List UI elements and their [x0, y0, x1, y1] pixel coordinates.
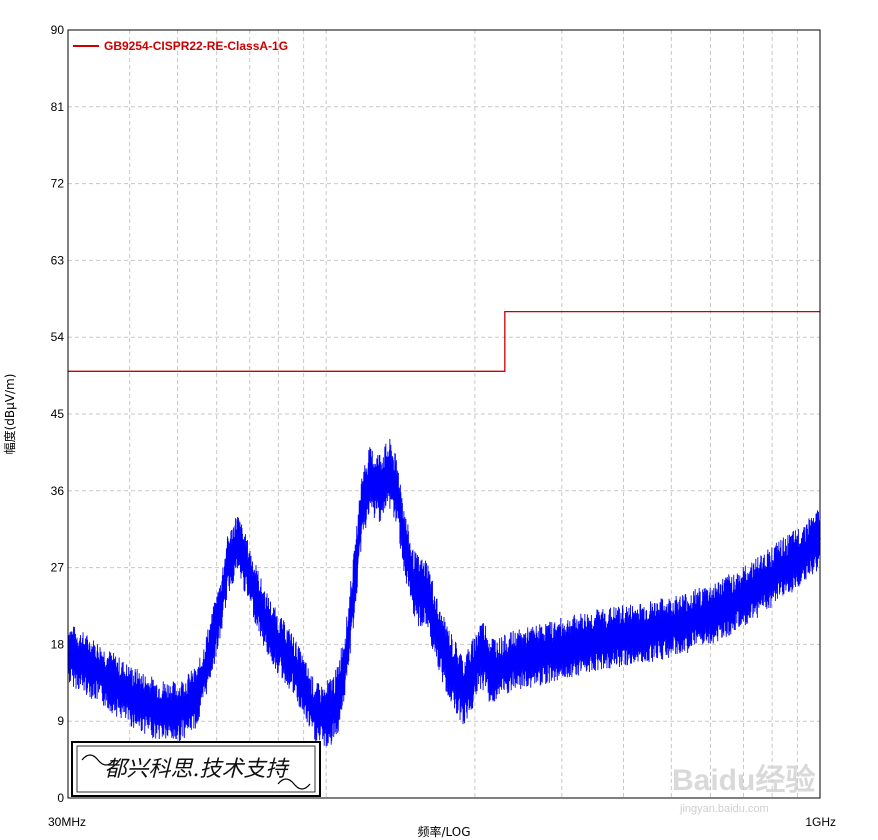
stamp-inner-frame — [76, 745, 316, 793]
y-tick-label: 9 — [57, 714, 64, 728]
measurement-envelope — [67, 470, 822, 719]
y-tick-label: 18 — [51, 637, 65, 651]
limit-line — [68, 310, 820, 372]
y-tick-label: 27 — [51, 561, 65, 575]
y-tick-label: 0 — [57, 791, 64, 805]
legend[interactable]: GB9254-CISPR22-RE-ClassA-1G — [73, 39, 288, 53]
y-axis-title: 幅度(dBµV/m) — [2, 374, 17, 455]
x-tick-label: 1GHz — [805, 815, 836, 829]
ornament-swirl-icon — [81, 754, 115, 766]
y-tick-label: 72 — [51, 177, 65, 191]
watermark: Baidu经验 jingyan.baidu.com — [672, 763, 815, 815]
x-axis-title: 频率/LOG — [417, 824, 470, 839]
legend-label-limit: GB9254-CISPR22-RE-ClassA-1G — [104, 39, 288, 53]
watermark-text: Baidu经验 — [672, 763, 815, 797]
y-tick-labels: 0 9 18 27 36 45 54 63 72 81 90 — [51, 23, 65, 805]
x-tick-label: 30MHz — [48, 815, 86, 829]
watermark-sub: jingyan.baidu.com — [679, 803, 769, 815]
y-tick-label: 45 — [51, 407, 65, 421]
y-tick-label: 36 — [51, 484, 65, 498]
y-tick-label: 63 — [51, 253, 65, 267]
x-tick-labels: 30MHz 1GHz — [48, 815, 836, 829]
y-tick-label: 54 — [51, 330, 65, 344]
y-tick-label: 90 — [51, 23, 65, 37]
stamp-text: 都兴科思.技术支持 — [105, 757, 290, 782]
y-tick-label: 81 — [51, 100, 65, 114]
measurement-trace — [67, 438, 821, 747]
stamp-frame — [71, 741, 321, 797]
stamp: 都兴科思.技术支持 — [71, 741, 321, 797]
series-layer — [67, 310, 822, 747]
ornament-swirl-icon — [277, 778, 311, 790]
plot-frame — [67, 29, 821, 799]
